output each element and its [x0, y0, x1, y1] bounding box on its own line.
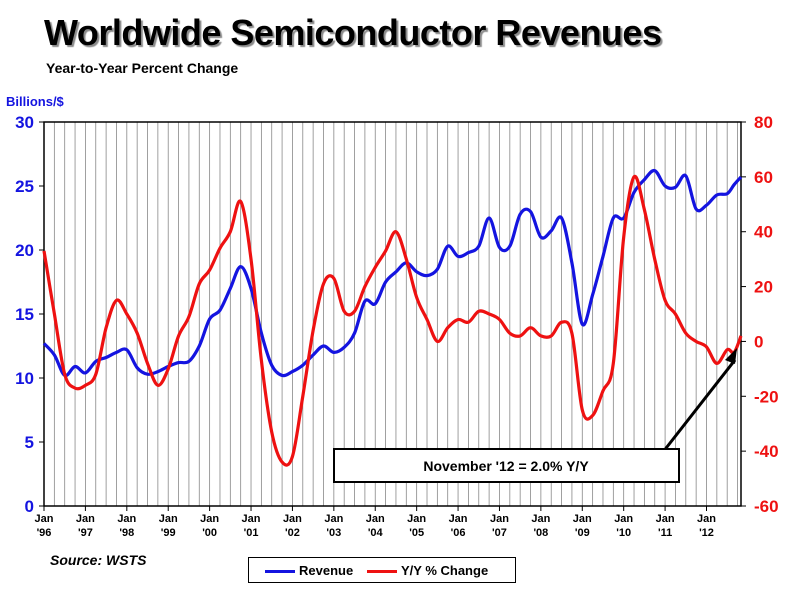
x-tick-label-month: Jan	[656, 513, 675, 525]
annotation-arrow-line	[661, 359, 737, 453]
right-tick-label: 60	[754, 168, 773, 187]
x-tick-label-year: '01	[244, 527, 259, 539]
x-tick-label-month: Jan	[366, 513, 385, 525]
legend-swatch-yoy	[367, 570, 397, 574]
legend-label-revenue: Revenue	[299, 563, 354, 578]
x-tick-label-month: Jan	[490, 513, 509, 525]
x-tick-label-month: Jan	[614, 513, 633, 525]
x-tick-label-month: Jan	[449, 513, 468, 525]
right-tick-label: -60	[754, 497, 779, 516]
x-tick-label-year: '96	[37, 527, 52, 539]
left-tick-label: 30	[15, 113, 34, 132]
x-tick-label-year: '10	[616, 527, 631, 539]
x-tick-label-year: '98	[119, 527, 134, 539]
right-tick-label: 20	[754, 278, 773, 297]
left-tick-label: 15	[15, 305, 34, 324]
x-tick-label-year: '99	[161, 527, 176, 539]
right-tick-label: -20	[754, 387, 779, 406]
legend-item-yoy: Y/Y % Change	[367, 563, 488, 578]
x-tick-label-month: Jan	[283, 513, 302, 525]
left-axis-unit: Billions/$	[6, 94, 64, 109]
x-tick-label-month: Jan	[324, 513, 343, 525]
series-line-revenue	[42, 168, 743, 378]
right-tick-label: 0	[754, 332, 763, 351]
annotation-arrowhead	[725, 347, 737, 364]
right-tick-label: 80	[754, 113, 773, 132]
x-tick-label-year: '06	[451, 527, 466, 539]
x-tick-label-year: '02	[285, 527, 300, 539]
legend-label-yoy: Y/Y % Change	[401, 563, 489, 578]
left-tick-label: 10	[15, 369, 34, 388]
annotation-box	[333, 448, 680, 483]
x-tick-label-month: Jan	[35, 513, 54, 525]
x-tick-label-year: '09	[575, 527, 590, 539]
x-tick-label-month: Jan	[159, 513, 178, 525]
x-tick-label-year: '12	[699, 527, 714, 539]
chart-legend: Revenue Y/Y % Change	[248, 557, 516, 583]
left-tick-label: 20	[15, 241, 34, 260]
x-tick-label-year: '08	[533, 527, 548, 539]
x-tick-label-year: '04	[368, 527, 384, 539]
chart-subtitle: Year-to-Year Percent Change	[46, 60, 239, 76]
series-line-yoy	[42, 174, 743, 467]
x-tick-label-year: '11	[658, 527, 672, 539]
x-tick-label-year: '03	[326, 527, 341, 539]
left-tick-label: 25	[15, 177, 34, 196]
chart-title: Worldwide Semiconductor Revenues	[44, 12, 662, 53]
x-tick-label-month: Jan	[200, 513, 219, 525]
x-tick-label-year: '07	[492, 527, 507, 539]
x-tick-label-month: Jan	[407, 513, 426, 525]
x-tick-label-month: Jan	[697, 513, 716, 525]
x-tick-label-year: '00	[202, 527, 217, 539]
right-tick-label: -40	[754, 442, 779, 461]
source-note: Source: WSTS	[50, 552, 147, 568]
left-tick-label: 5	[25, 433, 34, 452]
x-tick-label-year: '05	[409, 527, 424, 539]
right-tick-label: 40	[754, 223, 773, 242]
x-tick-label-month: Jan	[242, 513, 261, 525]
x-tick-label-month: Jan	[76, 513, 95, 525]
x-tick-label-month: Jan	[573, 513, 592, 525]
annotation-text: November '12 = 2.0% Y/Y	[423, 458, 589, 474]
x-tick-label-month: Jan	[531, 513, 550, 525]
x-tick-label-year: '97	[78, 527, 93, 539]
x-tick-label-month: Jan	[117, 513, 136, 525]
left-tick-label: 0	[25, 497, 34, 516]
legend-swatch-revenue	[265, 570, 295, 574]
legend-item-revenue: Revenue	[265, 563, 353, 578]
